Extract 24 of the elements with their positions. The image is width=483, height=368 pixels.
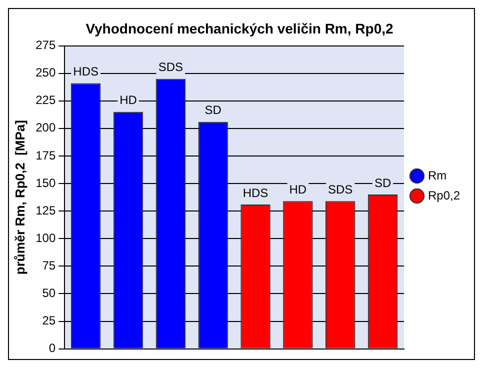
data-label: HD — [120, 93, 138, 108]
data-label: SDS — [328, 182, 353, 196]
y-tick-label: 200 — [36, 120, 56, 135]
y-tick-label: 125 — [36, 203, 56, 218]
data-label: SDS — [158, 60, 184, 74]
y-tick-label: 250 — [36, 66, 56, 80]
y-axis-title: průměr Rm, Rp0,2 [MPa] — [12, 120, 28, 275]
legend-label: Rp0,2 — [428, 188, 460, 202]
data-label: HD — [289, 182, 307, 196]
y-tick-label: 225 — [36, 93, 56, 108]
data-label: HDS — [73, 64, 99, 79]
chart-title: Vyhodnocení mechanických veličin Rm, Rp0,2 — [86, 20, 394, 36]
data-label: HDS — [242, 186, 268, 200]
y-tick-label: 25 — [42, 314, 56, 328]
y-tick-label: 50 — [42, 286, 56, 300]
legend-label: Rm — [428, 168, 447, 182]
y-tick-label: 275 — [36, 38, 56, 52]
y-tick-label: 150 — [36, 176, 56, 190]
data-label: SD — [374, 176, 392, 190]
y-tick-label: 100 — [36, 230, 56, 245]
data-label: SD — [204, 103, 222, 118]
y-tick-label: 75 — [42, 258, 56, 272]
y-tick-label: 0 — [48, 341, 56, 356]
y-tick-label: 175 — [36, 148, 56, 162]
